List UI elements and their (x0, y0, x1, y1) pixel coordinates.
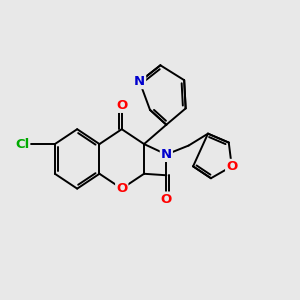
Text: N: N (161, 148, 172, 161)
Text: O: O (226, 160, 237, 173)
Text: Cl: Cl (15, 138, 29, 151)
Text: N: N (134, 75, 145, 88)
Text: O: O (161, 193, 172, 206)
Text: O: O (116, 99, 128, 112)
Text: O: O (116, 182, 128, 195)
